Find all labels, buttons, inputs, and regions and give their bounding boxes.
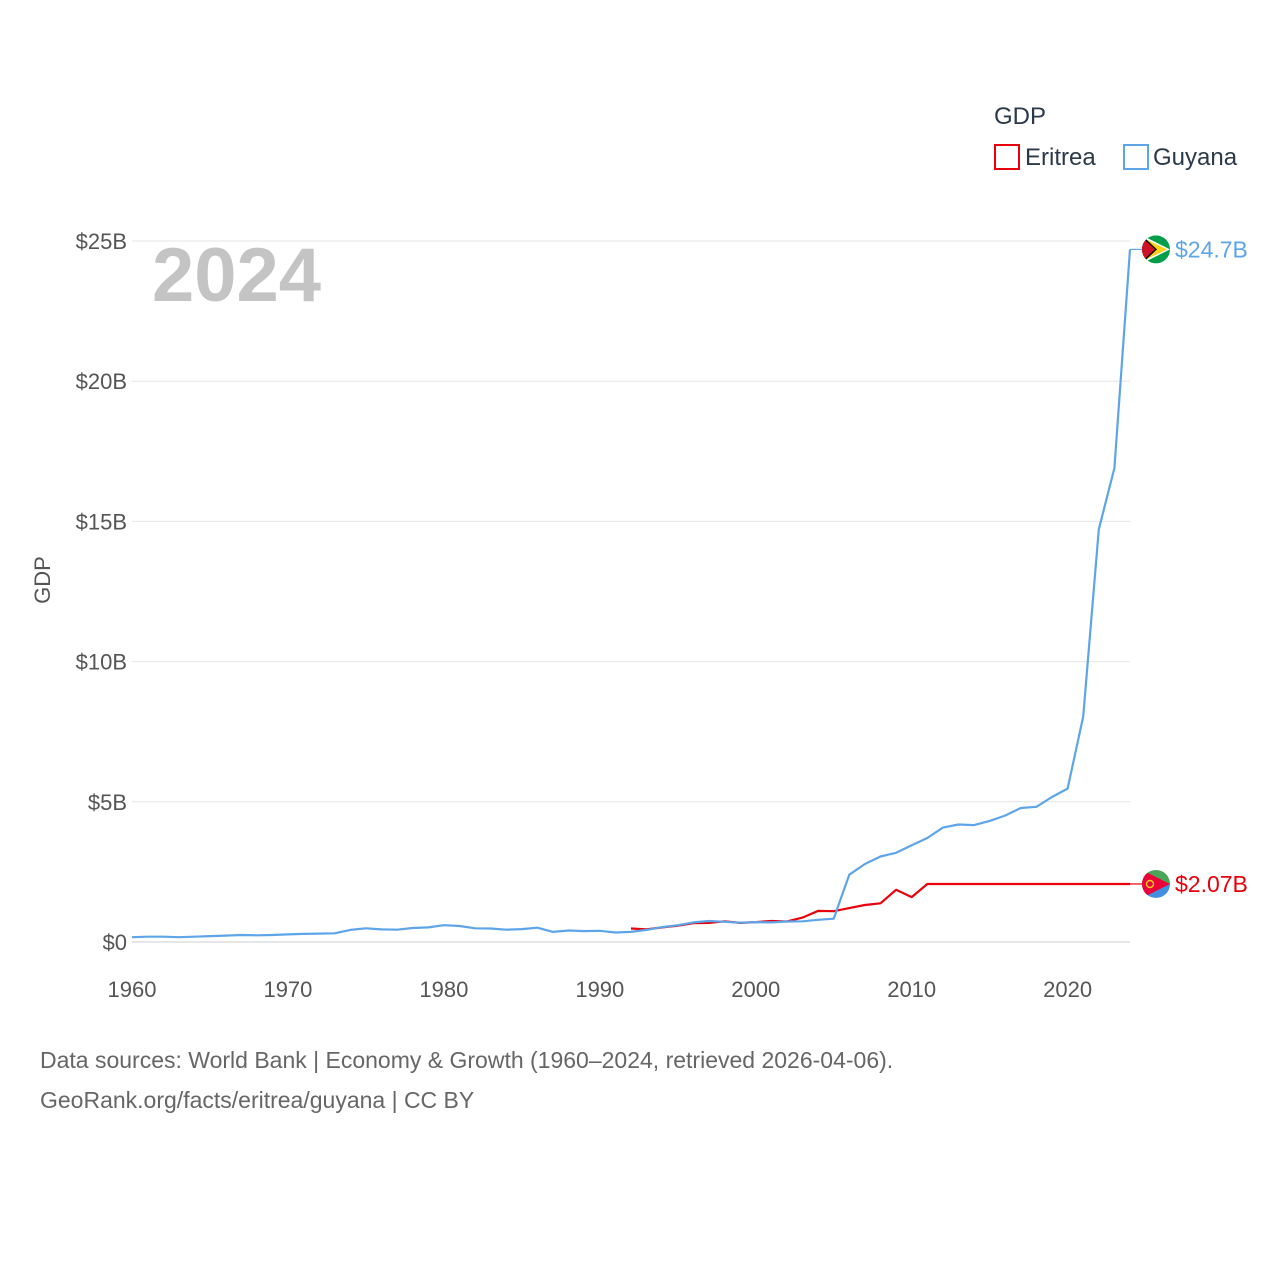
gridlines [132, 240, 1130, 943]
guyana-flag-icon [1142, 235, 1170, 264]
x-tick-label: 1980 [419, 977, 468, 1002]
x-tick-label: 2000 [731, 977, 780, 1002]
series-line-eritrea [630, 882, 1130, 931]
legend: GDP Eritrea Guyana [994, 103, 1238, 171]
y-tick-label: $10B [76, 650, 127, 675]
footer: Data sources: World Bank | Economy & Gro… [40, 1040, 893, 1120]
end-label-guyana: $24.7B [1175, 236, 1248, 262]
y-axis-label: GDP [30, 556, 55, 604]
footer-attribution: GeoRank.org/facts/eritrea/guyana | CC BY [40, 1087, 475, 1113]
gdp-line-chart: $0 $5B $10B $15B $20B $25B 1960 1970 1980 1990 20… [30, 103, 1248, 1002]
x-tick-label: 1970 [263, 977, 312, 1002]
y-tick-label: $15B [76, 509, 127, 534]
end-markers: $2.07B $24.7B [1130, 235, 1248, 898]
y-tick-label: $25B [76, 229, 127, 254]
legend-title: GDP [994, 103, 1046, 130]
legend-label-eritrea: Eritrea [1025, 144, 1096, 171]
footer-sources: Data sources: World Bank | Economy & Gro… [40, 1047, 894, 1073]
series-line-guyana [131, 249, 1132, 939]
y-axis-ticks: $0 $5B $10B $15B $20B $25B [76, 229, 127, 955]
x-tick-label: 2020 [1043, 977, 1092, 1002]
end-label-eritrea: $2.07B [1175, 871, 1248, 897]
x-tick-label: 1990 [575, 977, 624, 1002]
y-tick-label: $20B [76, 369, 127, 394]
legend-label-guyana: Guyana [1153, 144, 1238, 171]
y-tick-label: $5B [88, 790, 127, 815]
x-tick-label: 1960 [108, 977, 157, 1002]
x-tick-label: 2010 [887, 977, 936, 1002]
legend-swatch-eritrea [994, 144, 1020, 170]
series-lines [131, 249, 1132, 939]
legend-swatch-guyana [1123, 144, 1149, 170]
y-tick-label: $0 [103, 930, 127, 955]
year-watermark: 2024 [152, 233, 321, 318]
x-axis-ticks: 1960 1970 1980 1990 2000 2010 2020 [108, 977, 1093, 1002]
eritrea-flag-icon [1142, 869, 1170, 898]
